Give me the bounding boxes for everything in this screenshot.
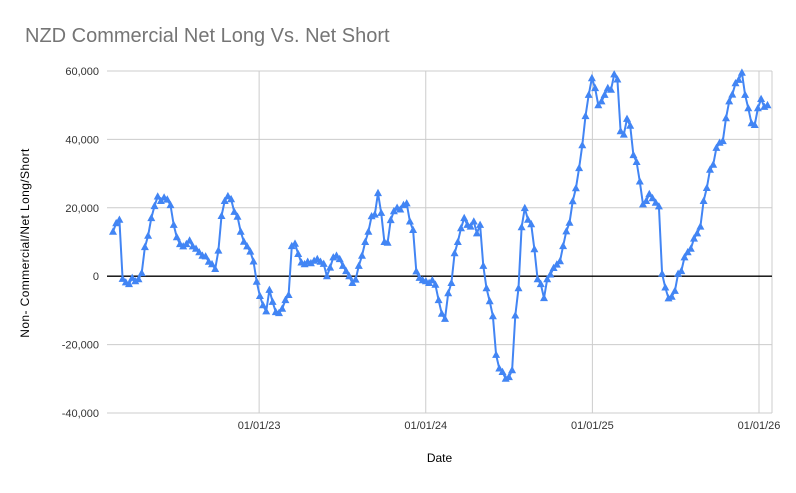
x-tick-labels: 01/01/23 01/01/24 01/01/25 01/01/26 [238,420,781,432]
x-gridlines [258,71,773,413]
y-axis-title: Non- Commercial/Net Long/Short [18,148,32,338]
svg-text:01/01/25: 01/01/25 [571,420,614,432]
svg-text:40,000: 40,000 [65,134,99,146]
y-tick-labels: 60,000 40,000 20,000 0 -20,000 -40,000 [62,66,99,420]
chart-title: NZD Commercial Net Long Vs. Net Short [25,25,390,47]
x-axis-title: Date [426,451,453,465]
svg-text:60,000: 60,000 [65,66,99,78]
svg-text:-40,000: -40,000 [62,408,99,420]
svg-text:-20,000: -20,000 [62,340,99,352]
svg-text:01/01/24: 01/01/24 [404,420,447,432]
y-gridlines [107,70,772,414]
svg-text:01/01/26: 01/01/26 [738,420,781,432]
svg-text:0: 0 [93,271,99,283]
series-markers [109,68,772,382]
svg-text:20,000: 20,000 [65,203,99,215]
series-line [112,71,769,380]
series-marker-shapes [109,68,772,382]
svg-text:01/01/23: 01/01/23 [238,420,281,432]
